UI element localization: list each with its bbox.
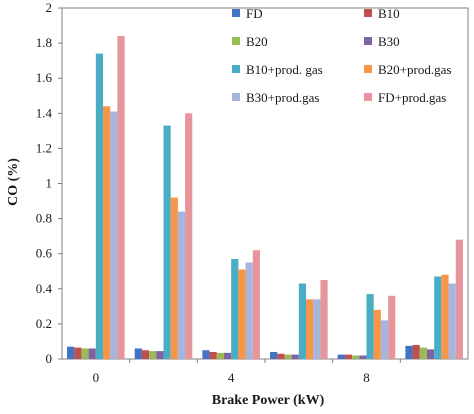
bar-b30-prod-gas-2 [245, 262, 253, 359]
y-tick-label: 0.4 [36, 281, 53, 296]
bar-b20-5 [419, 347, 427, 359]
legend-swatch [232, 9, 240, 17]
bar-b10-prod-gas-4 [366, 294, 374, 359]
bar-b30-0 [88, 348, 96, 359]
y-tick-label: 0.8 [36, 211, 52, 226]
bar-b10-5 [412, 344, 420, 359]
bar-b10-prod-gas-2 [231, 258, 239, 359]
y-tick-label: 1.6 [36, 70, 53, 85]
y-tick-label: 1.2 [36, 140, 52, 155]
bar-b20-0 [81, 348, 89, 359]
bar-b10-3 [277, 353, 285, 359]
bar-b30-prod-gas-0 [110, 111, 118, 359]
legend-label: B20+prod.gas [378, 62, 451, 77]
bar-fd-prod-gas-2 [252, 250, 260, 359]
bar-fd-prod-gas-0 [117, 36, 125, 359]
bar-fd-2 [202, 350, 210, 359]
legend-swatch [232, 37, 240, 45]
bar-fd-prod-gas-3 [320, 280, 328, 359]
bar-b30-3 [291, 354, 299, 359]
legend: FD B10 B20 B30 B10+prod. gas B20+prod.gas B30+… [232, 6, 451, 105]
y-axis-ticks: 0 0.2 0.4 0.6 0.8 1 1.2 1.4 1.6 1.8 2 [36, 0, 62, 366]
bar-b20-prod-gas-5 [441, 274, 449, 359]
bar-b30-prod-gas-4 [380, 320, 389, 359]
legend-label: B10+prod. gas [246, 62, 323, 77]
x-tick-label: 8 [363, 370, 370, 385]
y-tick-label: 1.8 [36, 35, 52, 50]
x-tick-label: 4 [228, 370, 235, 385]
bar-b20-prod-gas-3 [306, 299, 314, 359]
legend-swatch [364, 9, 372, 17]
bar-b10-4 [344, 354, 353, 359]
x-axis-ticks: 0 4 8 [93, 359, 401, 385]
bar-fd-4 [337, 354, 345, 359]
bar-b20-prod-gas-4 [373, 309, 381, 359]
y-tick-label: 0.2 [36, 316, 52, 331]
bar-b10-prod-gas-3 [298, 283, 307, 359]
legend-label: B30 [378, 34, 400, 49]
bar-b20-2 [216, 352, 224, 359]
legend-swatch [364, 37, 372, 45]
y-tick-label: 0.6 [36, 246, 53, 261]
bar-fd-prod-gas-5 [455, 239, 463, 359]
bar-fd-5 [405, 345, 413, 359]
bar-b10-2 [209, 351, 217, 359]
y-tick-label: 2 [46, 0, 53, 15]
bar-b10-prod-gas-0 [95, 53, 104, 359]
bar-fd-prod-gas-1 [185, 113, 193, 359]
bar-fd-1 [134, 348, 142, 359]
legend-swatch [364, 93, 372, 101]
bar-b30-prod-gas-5 [448, 283, 456, 359]
bar-b30-2 [223, 352, 232, 359]
x-tick-label: 0 [93, 370, 100, 385]
legend-swatch [364, 65, 372, 73]
bar-b10-1 [141, 350, 150, 359]
bar-b20-prod-gas-2 [238, 269, 246, 359]
bar-b30-1 [156, 351, 164, 359]
y-axis-title: CO (%) [6, 158, 21, 206]
legend-swatch [232, 93, 240, 101]
y-tick-label: 1 [46, 176, 53, 191]
bar-fd-0 [67, 346, 75, 359]
bar-fd-prod-gas-4 [388, 295, 396, 359]
bar-b30-prod-gas-3 [313, 299, 321, 359]
x-axis-title: Brake Power (kW) [212, 393, 325, 408]
bar-b10-prod-gas-1 [163, 125, 171, 359]
bar-b10-prod-gas-5 [434, 276, 442, 359]
bar-b20-prod-gas-1 [170, 197, 178, 359]
bar-b20-prod-gas-0 [103, 106, 111, 359]
legend-swatch [232, 65, 240, 73]
y-tick-label: 0 [46, 351, 53, 366]
bar-fd-3 [270, 351, 278, 359]
bar-b10-0 [74, 347, 82, 359]
bar-b20-4 [352, 355, 360, 359]
legend-label: B20 [246, 34, 268, 49]
bar-b30-4 [359, 355, 367, 359]
y-tick-label: 1.4 [36, 105, 53, 120]
bars-layer [67, 36, 463, 359]
bar-b20-3 [284, 354, 292, 359]
bar-b30-prod-gas-1 [177, 211, 186, 359]
legend-label: B10 [378, 6, 400, 21]
bar-b30-5 [426, 349, 435, 359]
legend-label: B30+prod.gas [246, 90, 319, 105]
bar-b20-1 [149, 351, 157, 359]
legend-label: FD [246, 6, 263, 21]
legend-label: FD+prod.gas [378, 90, 446, 105]
